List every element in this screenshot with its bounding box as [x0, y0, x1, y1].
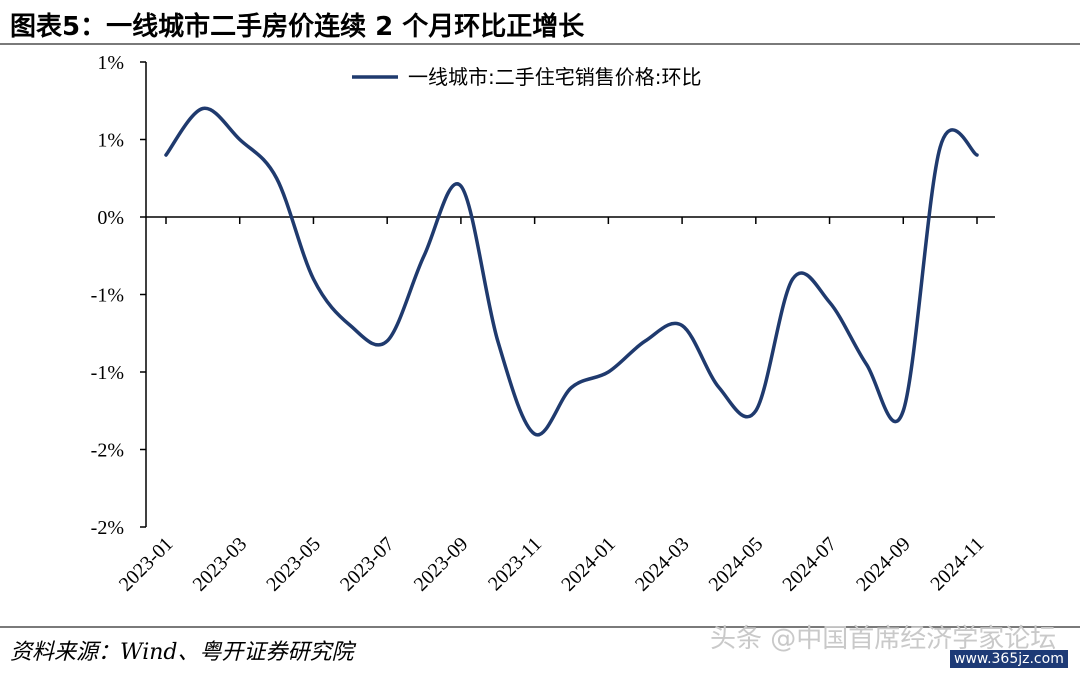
y-tick-label: -2% — [91, 440, 124, 462]
series-layer — [164, 106, 979, 437]
x-tick-label: 2024-05 — [705, 533, 768, 596]
legend: 一线城市:二手住宅销售价格:环比 — [352, 65, 701, 89]
x-tick-label: 2024-09 — [852, 533, 915, 596]
x-tick-label: 2023-11 — [484, 533, 546, 595]
x-axis-ticks: 2023-01 2023-03 2023-05 2023-07 2023-09 2023-… — [115, 217, 989, 596]
chart-title: 图表5：一线城市二手房价连续 2 个月环比正增长 — [10, 12, 585, 42]
y-axis-ticks: 1% 1% 0% -1% -1% -2% -2% — [91, 52, 146, 539]
x-tick-label: 2024-03 — [631, 533, 694, 596]
y-tick-label: -1% — [91, 362, 124, 384]
y-tick-label: -1% — [91, 285, 124, 307]
y-tick-label: 0% — [97, 207, 124, 229]
x-tick-label: 2024-01 — [557, 533, 620, 596]
axes — [145, 62, 995, 527]
series-line — [164, 106, 979, 437]
top-divider — [0, 43, 1080, 45]
source-note: 资料来源：Wind、粤开证券研究院 — [10, 640, 354, 665]
bottom-divider — [0, 626, 1080, 628]
x-tick-label: 2023-03 — [189, 533, 252, 596]
x-tick-label: 2024-11 — [926, 533, 988, 595]
x-tick-label: 2023-09 — [410, 533, 473, 596]
legend-label: 一线城市:二手住宅销售价格:环比 — [408, 65, 701, 89]
y-tick-label: -2% — [91, 517, 124, 539]
y-tick-label: 1% — [97, 130, 124, 152]
watermark: 头条 @中国首席经济学家论坛 — [710, 624, 1057, 654]
y-tick-label: 1% — [97, 52, 124, 74]
x-tick-label: 2023-07 — [336, 533, 399, 596]
x-tick-label: 2024-07 — [778, 533, 841, 596]
x-tick-label: 2023-05 — [262, 533, 325, 596]
watermark-url: www.365jz.com — [950, 650, 1068, 668]
x-tick-label: 2023-01 — [115, 533, 178, 596]
